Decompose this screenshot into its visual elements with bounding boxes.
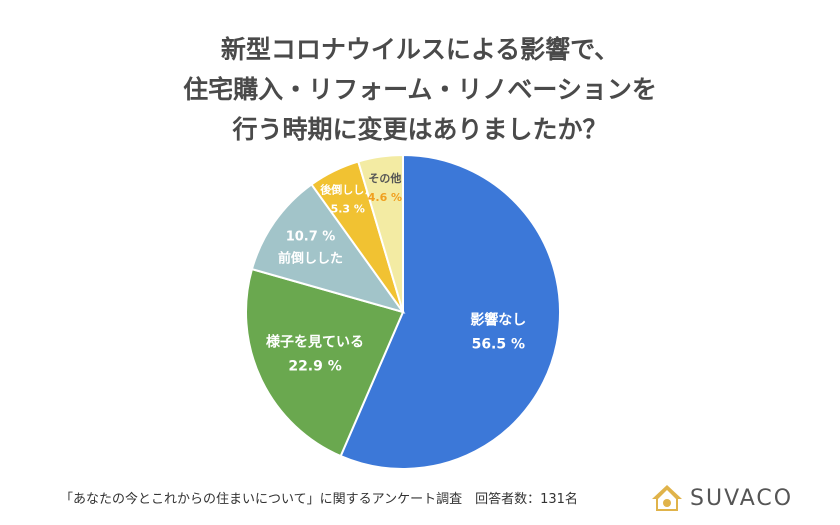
slice-value-1: 56.5 % bbox=[472, 337, 525, 353]
chart-title-line-1: 新型コロナウイルスによる影響で、 bbox=[220, 35, 620, 64]
survey-footnote: 「あなたの今とこれからの住まいについて」に関するアンケート調査 回答者数：131… bbox=[60, 492, 578, 507]
slice-label-2: 様子を見ている bbox=[266, 334, 364, 351]
pie-slice-1 bbox=[339, 153, 561, 470]
slice-label-4: 後倒しした bbox=[320, 183, 375, 197]
chart-title: 新型コロナウイルスによる影響で、 住宅購入・リフォーム・リノベーションを 行う時… bbox=[0, 30, 840, 150]
brand-logo: SUVACO bbox=[650, 483, 793, 513]
pie-slice-3 bbox=[250, 183, 406, 314]
slice-value-5: 4.6 % bbox=[368, 191, 402, 204]
slice-value-3: 10.7 % bbox=[286, 230, 336, 245]
house-icon bbox=[652, 485, 682, 511]
chart-title-line-2: 住宅購入・リフォーム・リノベーションを bbox=[183, 75, 657, 104]
pie-slice-2 bbox=[245, 267, 405, 458]
slice-value-2: 22.9 % bbox=[288, 359, 341, 375]
slice-value-4: 5.3 % bbox=[331, 202, 365, 215]
slice-label-5: その他 bbox=[368, 171, 401, 185]
brand-logo-text: SUVACO bbox=[690, 485, 794, 511]
pie-slice-5 bbox=[357, 153, 404, 313]
chart-title-line-3: 行う時期に変更はありましたか？ bbox=[232, 115, 608, 144]
slice-label-1: 影響なし bbox=[470, 312, 526, 329]
slice-label-3: 前倒しした bbox=[278, 251, 343, 267]
